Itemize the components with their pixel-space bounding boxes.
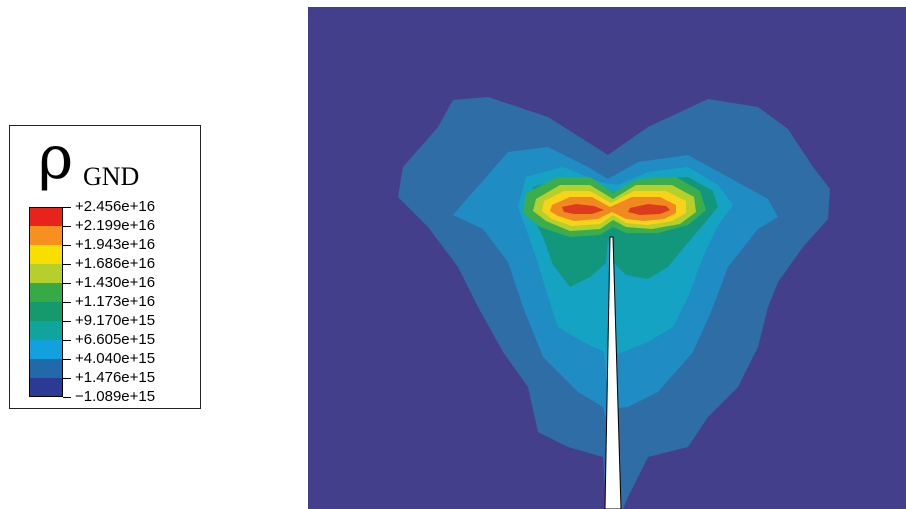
contour-level-8 (550, 197, 676, 221)
contour-peak-left (562, 204, 604, 214)
legend-swatch (29, 302, 63, 321)
contour-svg (308, 7, 906, 509)
legend-swatch (29, 264, 63, 283)
legend-swatch (29, 283, 63, 302)
legend-swatch (29, 378, 63, 397)
legend-swatch (29, 359, 63, 378)
legend-swatch (29, 245, 63, 264)
crack-notch (604, 236, 622, 509)
rho-symbol: ρ (38, 123, 74, 193)
legend-box: ρ GND +2.456e+16 +2.199e+16 +1.943e+16 +1.6… (9, 125, 201, 409)
contour-peak-right (628, 204, 670, 215)
contour-plot (308, 7, 906, 509)
legend-swatch (29, 321, 63, 340)
gnd-subscript: GND (83, 162, 140, 191)
legend-swatch (29, 226, 63, 245)
legend-swatch (29, 207, 63, 226)
color-scale (29, 207, 65, 397)
legend-swatch (29, 340, 63, 359)
